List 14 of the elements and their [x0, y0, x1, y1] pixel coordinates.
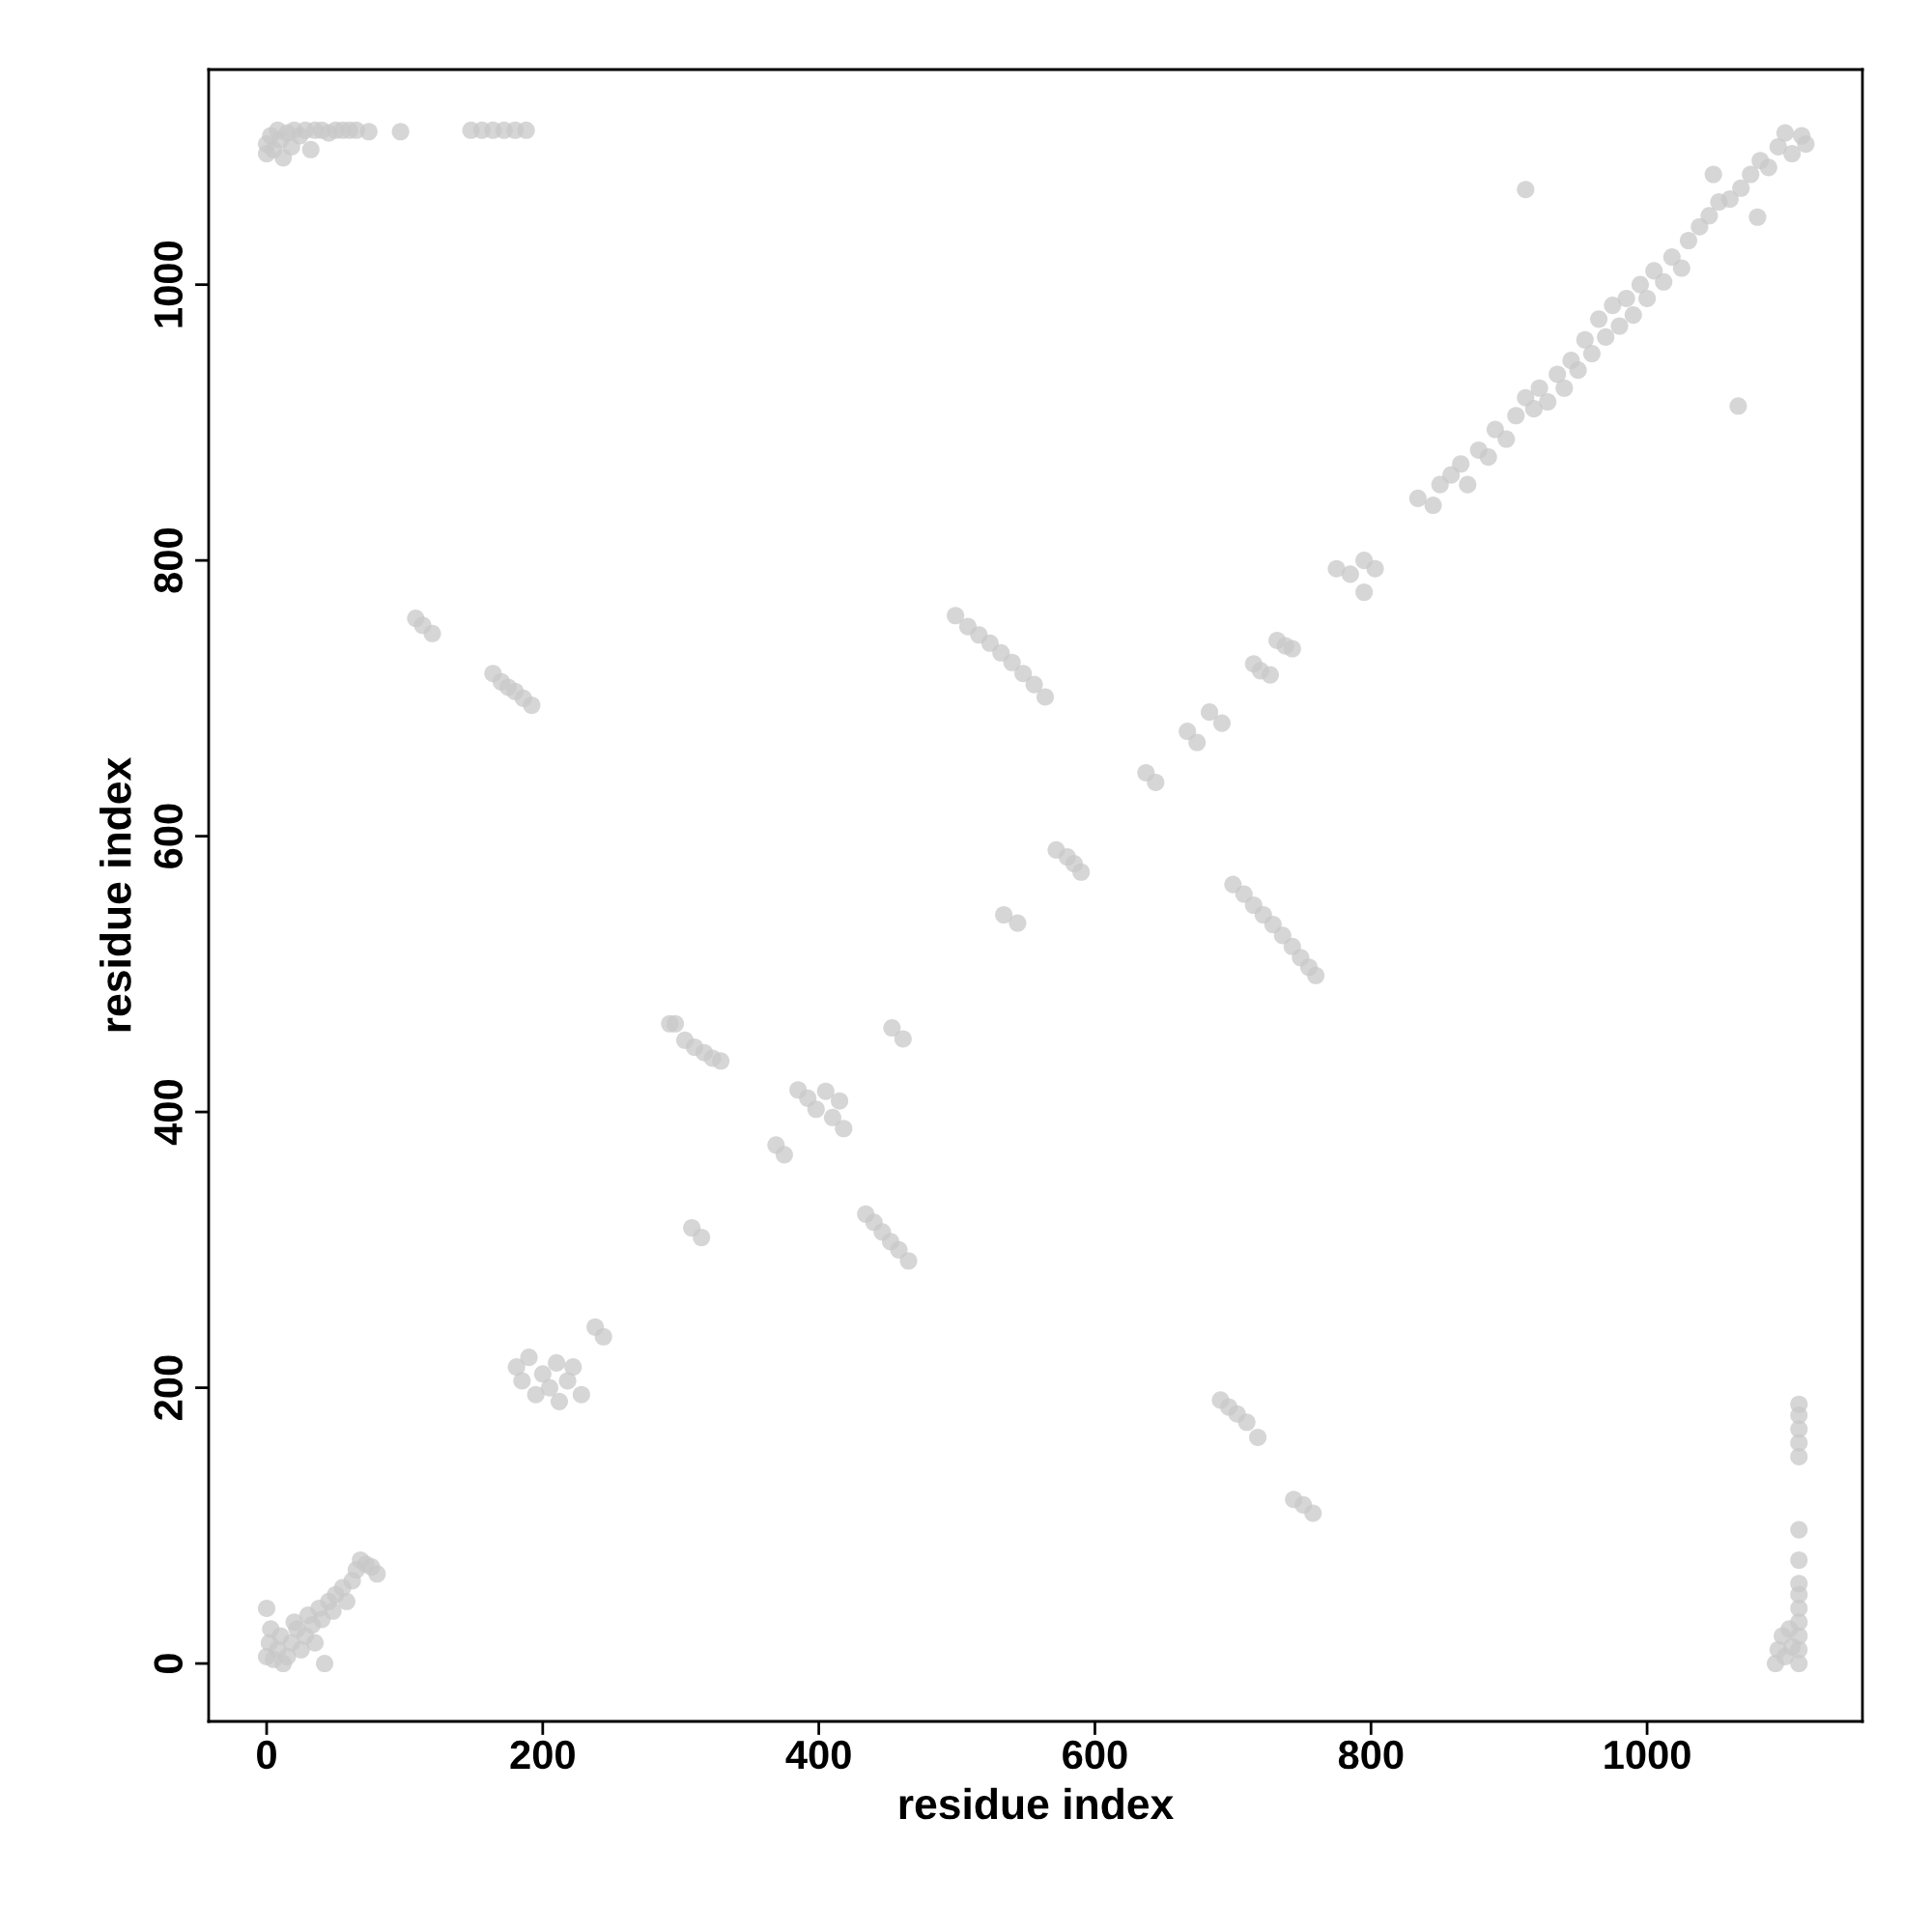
y-tick-label: 400 [154, 1080, 184, 1146]
y-tick-label: 200 [154, 1355, 184, 1420]
x-axis-title: residue index [899, 1787, 1174, 1820]
y-axis-title: residue index [99, 757, 131, 1032]
x-tick-label: 200 [510, 1740, 575, 1770]
x-tick-label: 800 [1338, 1740, 1404, 1770]
x-tick-label: 600 [1063, 1740, 1127, 1770]
y-tick-label: 800 [154, 528, 184, 593]
y-tick-label: 1000 [154, 242, 184, 327]
y-tick-label: 600 [154, 804, 184, 868]
x-tick-label: 400 [785, 1740, 851, 1770]
x-tick-label: 1000 [1605, 1740, 1690, 1770]
x-tick-label: 0 [257, 1740, 276, 1770]
y-tick-label: 0 [154, 1654, 184, 1673]
